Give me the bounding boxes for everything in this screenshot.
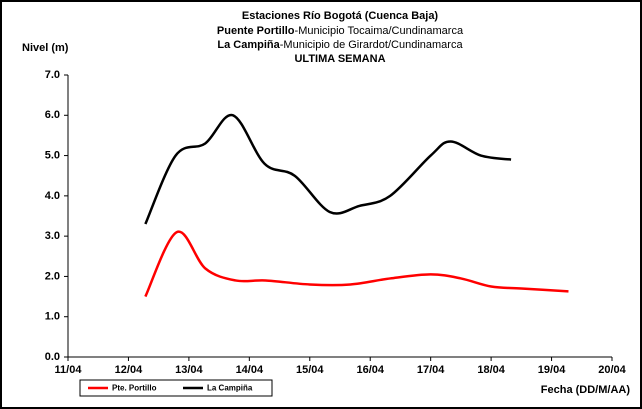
- y-axis-label: Nivel (m): [22, 42, 69, 54]
- subtitle: La Campiña-Municipio de Girardot/Cundina…: [217, 39, 463, 51]
- x-tick-label: 16/04: [356, 364, 384, 376]
- x-tick-label: 19/04: [538, 364, 566, 376]
- y-tick-label: 5.0: [45, 149, 60, 161]
- period: ULTIMA SEMANA: [294, 53, 385, 65]
- x-tick-label: 20/04: [598, 364, 626, 376]
- x-tick-label: 12/04: [115, 364, 143, 376]
- series-line: [144, 230, 569, 298]
- x-axis-label: Fecha (DD/M/AA): [541, 384, 631, 396]
- y-tick-label: 4.0: [45, 190, 60, 202]
- x-tick-label: 13/04: [175, 364, 203, 376]
- legend-label: La Campiña: [207, 384, 253, 393]
- y-tick-label: 1.0: [45, 311, 60, 323]
- subtitle-bold: Puente Portillo: [217, 25, 295, 37]
- y-tick-label: 0.0: [45, 351, 60, 363]
- x-tick-label: 11/04: [55, 364, 83, 376]
- legend: [79, 379, 273, 397]
- y-tick-label: 6.0: [45, 109, 60, 121]
- subtitle-text: -Municipio Tocaima/Cundinamarca: [295, 25, 464, 37]
- subtitle-bold: La Campiña: [217, 39, 280, 51]
- series-line: [144, 114, 512, 225]
- chart-title: Estaciones Río Bogotá (Cuenca Baja): [242, 10, 439, 22]
- x-tick-label: 14/04: [236, 364, 264, 376]
- x-tick-label: 17/04: [417, 364, 445, 376]
- x-tick-label: 15/04: [296, 364, 324, 376]
- y-tick-label: 3.0: [45, 230, 60, 242]
- subtitle-text: -Municipio de Girardot/Cundinamarca: [280, 39, 464, 51]
- y-tick-label: 7.0: [45, 69, 60, 81]
- legend-label: Pte. Portillo: [112, 384, 157, 393]
- x-tick-label: 18/04: [477, 364, 505, 376]
- subtitle: Puente Portillo-Municipio Tocaima/Cundin…: [217, 25, 464, 37]
- y-tick-label: 2.0: [45, 270, 60, 282]
